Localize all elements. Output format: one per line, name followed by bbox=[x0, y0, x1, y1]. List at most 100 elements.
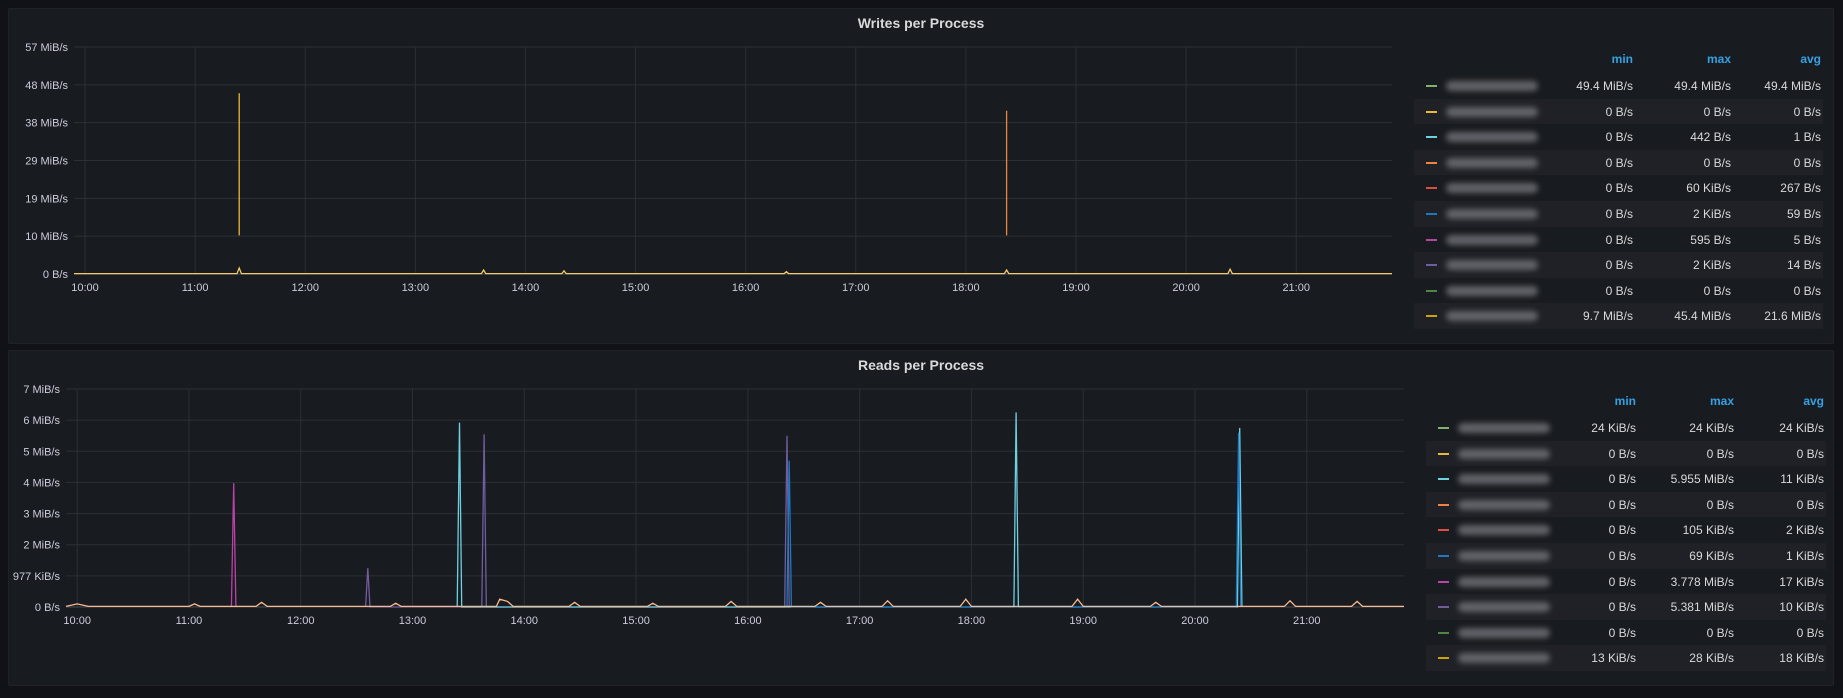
legend-row[interactable]: 24 KiB/s 24 KiB/s 24 KiB/s bbox=[1426, 415, 1826, 441]
legend-row[interactable]: 0 B/s 2 KiB/s 59 B/s bbox=[1414, 200, 1823, 227]
legend-header-min[interactable]: min bbox=[1611, 52, 1633, 66]
redacted-series-name[interactable] bbox=[1458, 448, 1550, 459]
redacted-series-name[interactable] bbox=[1458, 576, 1550, 587]
legend-row[interactable]: 0 B/s 0 B/s 0 B/s bbox=[1414, 149, 1823, 176]
legend-row[interactable]: 0 B/s 0 B/s 0 B/s bbox=[1426, 491, 1826, 518]
legend-row[interactable]: 0 B/s 5.955 MiB/s 11 KiB/s bbox=[1426, 466, 1826, 492]
legend-row[interactable]: 49.4 MiB/s 49.4 MiB/s 49.4 MiB/s bbox=[1414, 73, 1823, 99]
legend-min-value: 0 B/s bbox=[1608, 446, 1636, 461]
series-color-swatch[interactable] bbox=[1426, 238, 1437, 241]
writes-chart[interactable]: 0 B/s 10 MiB/s 19 MiB/s 29 MiB/s 38 MiB/s 48 … bbox=[9, 39, 1409, 339]
x-tick-label: 20:00 bbox=[1181, 615, 1209, 627]
legend-row[interactable]: 0 B/s 0 B/s 0 B/s bbox=[1414, 278, 1823, 304]
legend-avg-value: 2 KiB/s bbox=[1785, 523, 1824, 538]
redacted-series-name[interactable] bbox=[1458, 550, 1550, 561]
redacted-series-name[interactable] bbox=[1446, 183, 1538, 194]
legend-row[interactable]: 0 B/s 2 KiB/s 14 B/s bbox=[1414, 252, 1823, 278]
series-color-swatch[interactable] bbox=[1426, 85, 1437, 87]
series-color-swatch[interactable] bbox=[1426, 187, 1437, 190]
legend-min-value: 24 KiB/s bbox=[1591, 421, 1636, 435]
redacted-series-name[interactable] bbox=[1458, 602, 1550, 613]
series-color-swatch[interactable] bbox=[1438, 452, 1449, 455]
legend-max-value: 28 KiB/s bbox=[1689, 651, 1734, 666]
legend-avg-value: 24 KiB/s bbox=[1779, 421, 1824, 435]
series-color-swatch[interactable] bbox=[1438, 631, 1449, 634]
legend-row[interactable]: 0 B/s 0 B/s 0 B/s bbox=[1426, 620, 1826, 646]
series-color-swatch[interactable] bbox=[1426, 289, 1437, 292]
legend-avg-value: 0 B/s bbox=[1793, 104, 1821, 119]
x-tick-label: 12:00 bbox=[287, 615, 315, 627]
legend-min-value: 0 B/s bbox=[1608, 523, 1636, 538]
legend-header-max[interactable]: max bbox=[1706, 52, 1731, 66]
legend-header: min max avg bbox=[1414, 49, 1823, 73]
series-color-swatch[interactable] bbox=[1438, 427, 1449, 429]
series-color-swatch[interactable] bbox=[1438, 580, 1449, 583]
legend-row[interactable]: 0 B/s 60 KiB/s 267 B/s bbox=[1414, 175, 1823, 201]
legend-row[interactable]: 0 B/s 442 B/s 1 B/s bbox=[1414, 124, 1823, 150]
legend-row[interactable]: 0 B/s 105 KiB/s 2 KiB/s bbox=[1426, 517, 1826, 543]
series-color-swatch[interactable] bbox=[1438, 606, 1449, 609]
series-color-swatch[interactable] bbox=[1438, 478, 1449, 481]
y-tick-label: 6 MiB/s bbox=[23, 415, 60, 427]
legend-row[interactable]: 0 B/s 5.381 MiB/s 10 KiB/s bbox=[1426, 594, 1826, 620]
legend-min-value: 9.7 MiB/s bbox=[1582, 309, 1633, 324]
legend-header-avg[interactable]: avg bbox=[1803, 394, 1824, 408]
series-color-swatch[interactable] bbox=[1438, 529, 1449, 532]
redacted-series-name[interactable] bbox=[1446, 81, 1538, 91]
series-color-swatch[interactable] bbox=[1426, 110, 1437, 113]
legend-avg-value: 11 KiB/s bbox=[1780, 472, 1824, 487]
panel-title[interactable]: Reads per Process bbox=[857, 357, 985, 373]
legend-max-value: 442 B/s bbox=[1690, 130, 1731, 145]
redacted-series-name[interactable] bbox=[1446, 157, 1538, 168]
legend-max-value: 0 B/s bbox=[1706, 497, 1734, 512]
redacted-series-name[interactable] bbox=[1458, 627, 1550, 638]
redacted-series-name[interactable] bbox=[1458, 653, 1550, 664]
redacted-series-name[interactable] bbox=[1446, 132, 1538, 143]
redacted-series-name[interactable] bbox=[1458, 474, 1550, 485]
legend-row[interactable]: 0 B/s 3.778 MiB/s 17 KiB/s bbox=[1426, 569, 1826, 595]
legend-header-min[interactable]: min bbox=[1614, 394, 1636, 408]
series-color-swatch[interactable] bbox=[1426, 315, 1437, 318]
legend-avg-value: 267 B/s bbox=[1780, 181, 1821, 196]
series-color-swatch[interactable] bbox=[1426, 136, 1437, 139]
series-line[interactable] bbox=[74, 266, 1392, 275]
legend-row[interactable]: 0 B/s 0 B/s 0 B/s bbox=[1414, 98, 1823, 125]
series-line[interactable] bbox=[65, 598, 1404, 608]
legend-min-value: 0 B/s bbox=[1608, 625, 1636, 640]
legend-min-value: 0 B/s bbox=[1608, 574, 1636, 589]
legend-max-value: 45.4 MiB/s bbox=[1674, 309, 1731, 324]
legend-row[interactable]: 9.7 MiB/s 45.4 MiB/s 21.6 MiB/s bbox=[1414, 303, 1823, 329]
x-tick-label: 18:00 bbox=[952, 282, 980, 294]
redacted-series-name[interactable] bbox=[1446, 285, 1538, 296]
redacted-series-name[interactable] bbox=[1446, 260, 1538, 271]
x-tick-label: 11:00 bbox=[176, 615, 203, 627]
redacted-series-name[interactable] bbox=[1446, 311, 1538, 322]
reads-chart[interactable]: 0 B/s 977 KiB/s 2 MiB/s 3 MiB/s 4 MiB/s 5 MiB… bbox=[9, 381, 1409, 681]
series-color-swatch[interactable] bbox=[1438, 503, 1449, 506]
redacted-series-name[interactable] bbox=[1446, 208, 1538, 219]
redacted-series-name[interactable] bbox=[1458, 499, 1550, 510]
legend-row[interactable]: 0 B/s 0 B/s 0 B/s bbox=[1426, 440, 1826, 467]
legend-avg-value: 21.6 MiB/s bbox=[1764, 309, 1821, 324]
legend-header-avg[interactable]: avg bbox=[1800, 52, 1821, 66]
legend-row[interactable]: 0 B/s 595 B/s 5 B/s bbox=[1414, 227, 1823, 253]
series-line[interactable] bbox=[456, 412, 1243, 608]
series-color-swatch[interactable] bbox=[1438, 554, 1449, 557]
series-color-swatch[interactable] bbox=[1426, 161, 1437, 164]
x-tick-label: 14:00 bbox=[512, 282, 540, 294]
legend-header-max[interactable]: max bbox=[1709, 394, 1734, 408]
series-line[interactable] bbox=[364, 434, 790, 608]
redacted-series-name[interactable] bbox=[1458, 525, 1550, 536]
series-color-swatch[interactable] bbox=[1426, 212, 1437, 215]
legend-row[interactable]: 13 KiB/s 28 KiB/s 18 KiB/s bbox=[1426, 645, 1826, 671]
redacted-series-name[interactable] bbox=[1446, 234, 1538, 245]
panel-title[interactable]: Writes per Process bbox=[857, 15, 985, 31]
series-color-swatch[interactable] bbox=[1438, 657, 1449, 660]
redacted-series-name[interactable] bbox=[1446, 106, 1538, 117]
redacted-series-name[interactable] bbox=[1458, 423, 1550, 433]
series-color-swatch[interactable] bbox=[1426, 264, 1437, 267]
legend-avg-value: 0 B/s bbox=[1796, 625, 1824, 640]
legend-max-value: 0 B/s bbox=[1703, 155, 1731, 170]
legend-row[interactable]: 0 B/s 69 KiB/s 1 KiB/s bbox=[1426, 542, 1826, 569]
series-line[interactable] bbox=[230, 483, 237, 608]
